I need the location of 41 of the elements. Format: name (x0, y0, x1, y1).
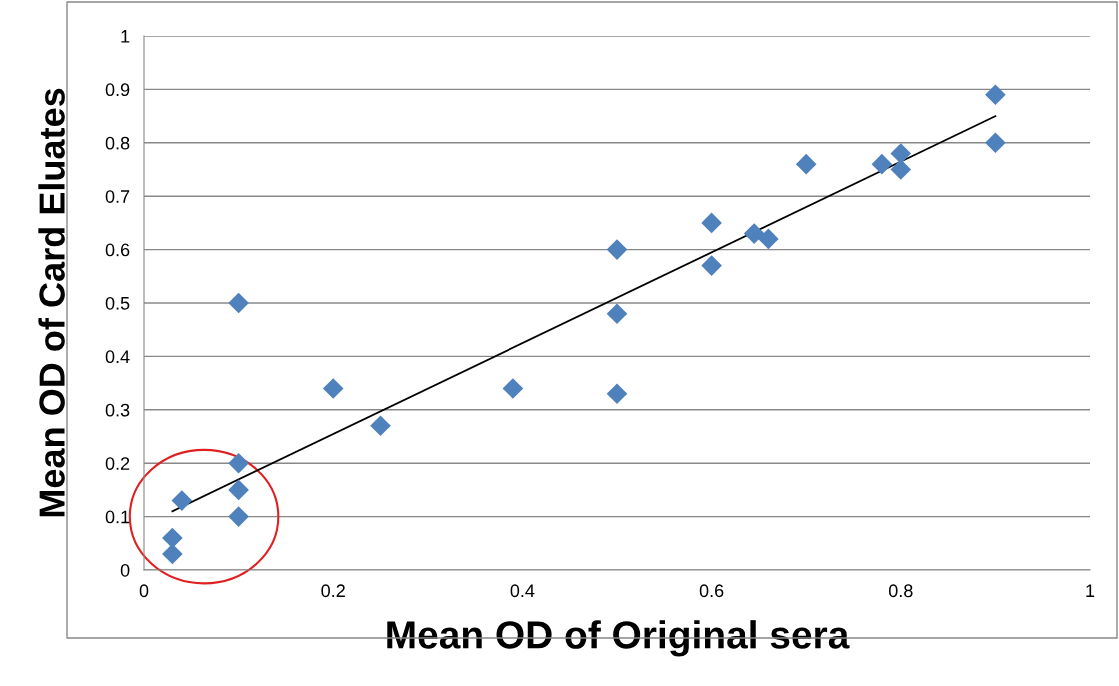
x-axis-title: Mean OD of Original sera (387, 620, 850, 657)
y-tick-label: 0.7 (105, 190, 130, 203)
x-tick-label: 0.2 (321, 584, 345, 598)
point (890, 143, 912, 164)
point (795, 153, 817, 175)
point (701, 212, 722, 234)
x-tick-label: 0.4 (510, 584, 535, 598)
point (606, 239, 628, 260)
point (985, 132, 1006, 154)
y-tick-label: 0.8 (105, 136, 130, 150)
point (502, 378, 524, 399)
point (985, 84, 1006, 106)
y-axis-title: Mean OD of Card Eluates (38, 88, 65, 517)
point (228, 452, 249, 474)
y-tick-label: 0.5 (105, 296, 130, 310)
y-tick-label: 1 (121, 30, 130, 43)
point (743, 223, 765, 244)
x-tick-label: 0.8 (888, 584, 913, 598)
point (162, 543, 183, 565)
point (228, 506, 249, 527)
y-tick-label: 0.6 (105, 243, 130, 257)
y-tick-label: 0.4 (105, 350, 130, 364)
x-tick-label: 0.6 (699, 584, 724, 598)
point (228, 479, 249, 501)
point (322, 378, 344, 399)
point (606, 383, 628, 405)
x-tick-label: 1 (1086, 584, 1095, 597)
y-tick-label: 0 (120, 563, 130, 577)
point (758, 228, 779, 250)
point (171, 490, 193, 511)
point (606, 303, 628, 324)
point (228, 292, 249, 314)
point (890, 159, 912, 180)
y-tick-label: 0.3 (105, 403, 130, 417)
point (162, 527, 183, 549)
point (370, 415, 391, 437)
y-tick-label: 0.9 (105, 83, 130, 97)
y-tick-label: 0.2 (105, 457, 130, 470)
point (701, 255, 722, 276)
point (871, 153, 893, 175)
x-tick-label: 0 (139, 584, 149, 598)
